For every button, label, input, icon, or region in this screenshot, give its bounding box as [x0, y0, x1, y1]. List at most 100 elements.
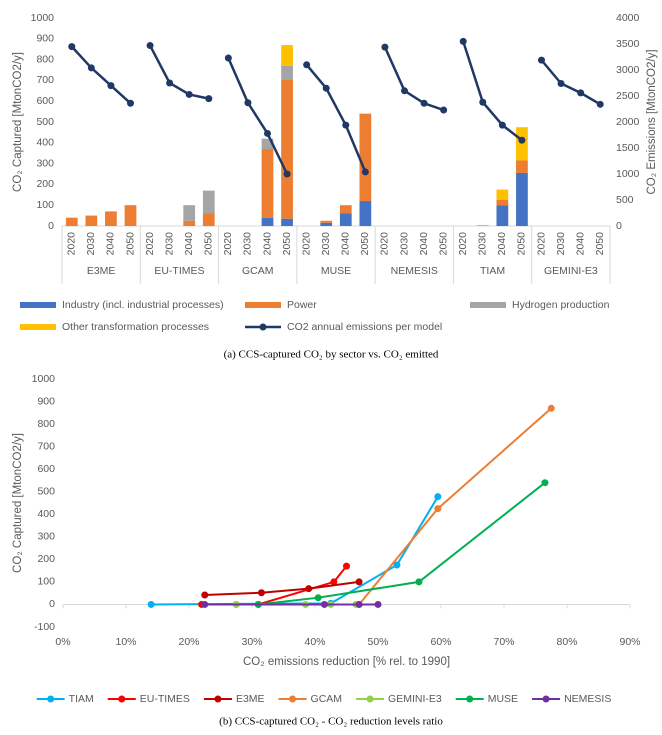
x-tick-label: 2030 [242, 232, 254, 256]
emissions-point [479, 98, 487, 106]
bar [496, 200, 509, 206]
y-tick-label: 200 [37, 553, 55, 565]
x-tick-label: 2020 [222, 232, 234, 256]
legend-label: Power [287, 299, 317, 311]
emissions-point [224, 54, 232, 62]
emissions-point [518, 136, 526, 144]
series-point [201, 600, 209, 608]
series-line [201, 565, 348, 606]
y-tick-label: 900 [37, 395, 55, 407]
legend-swatch [214, 695, 222, 703]
x-tick-label: 2020 [535, 232, 547, 256]
y2-tick-label: 4000 [616, 12, 640, 24]
legend-swatch [118, 695, 126, 703]
x-tick-label: 2050 [281, 232, 293, 256]
series-line [236, 407, 552, 606]
x-tick-label: 70% [493, 636, 514, 648]
emissions-point [303, 61, 311, 69]
y2-tick-label: 500 [616, 194, 634, 206]
emissions-point [381, 43, 389, 51]
y-tick-label: 600 [36, 95, 54, 107]
y-tick-label: 100 [36, 199, 54, 211]
emissions-point [322, 84, 330, 92]
y2-tick-label: 3000 [616, 64, 640, 76]
emissions-line [148, 44, 210, 100]
series-point [305, 585, 313, 593]
x-tick-label: 2050 [359, 232, 371, 256]
y-tick-label: 100 [37, 576, 55, 588]
emissions-point [401, 87, 408, 95]
bar [320, 220, 333, 223]
series-point [415, 578, 423, 586]
bar [85, 215, 98, 226]
bar [202, 213, 215, 226]
x-tick-label: 2040 [261, 232, 273, 256]
legend-label: GCAM [311, 693, 343, 705]
group-label: GEMINI-E3 [544, 265, 598, 277]
legend-swatch [289, 695, 297, 703]
x-tick-label: 2050 [437, 232, 449, 256]
bar [281, 218, 293, 226]
y-tick-label: 700 [36, 74, 54, 86]
emissions-point [577, 89, 585, 97]
emissions-point [420, 99, 428, 107]
y-tick-label: 700 [37, 440, 55, 452]
bar [320, 222, 333, 226]
bar [105, 211, 117, 226]
legend-label: CO2 annual emissions per model [287, 321, 442, 333]
series-point [320, 600, 328, 608]
emissions-point [87, 64, 95, 72]
bar [476, 224, 489, 226]
bar [496, 189, 509, 200]
y-tick-label: 800 [36, 53, 54, 65]
emissions-line [383, 46, 445, 112]
x-tick-label: 2020 [457, 232, 469, 256]
x-tick-label: 2030 [320, 232, 332, 256]
y-tick-label: 400 [36, 137, 54, 149]
group-label: EU-TIMES [154, 265, 204, 277]
y-axis-title: CO₂ Captured [MtonCO2/y] [12, 52, 24, 192]
series-point [147, 600, 155, 608]
y-tick-label: 300 [37, 531, 55, 543]
x-tick-label: 30% [241, 636, 262, 648]
caption: (a) CCS-captured CO₂ by sector vs. CO₂ e… [224, 349, 439, 361]
y2-tick-label: 0 [616, 220, 622, 232]
x-tick-label: 2050 [124, 232, 136, 256]
legend-label: Hydrogen production [512, 299, 610, 311]
series-point [393, 561, 401, 569]
legend-swatch [20, 324, 56, 330]
bar [261, 138, 274, 150]
y-axis-title: CO₂ Captured [MtonCO2/y] [12, 433, 24, 573]
emissions-point [342, 121, 350, 129]
y-tick-label: 0 [48, 220, 54, 232]
legend-label: NEMESIS [564, 693, 611, 705]
x-tick-label: 2040 [574, 232, 586, 256]
emissions-line [70, 45, 132, 105]
x-tick-label: 2050 [516, 232, 528, 256]
x-tick-label: 2040 [183, 232, 195, 256]
emissions-point [361, 168, 369, 176]
legend-swatch [366, 695, 374, 703]
bar [339, 205, 352, 214]
bar [281, 79, 293, 219]
x-tick-label: 2040 [418, 232, 430, 256]
y-tick-label: 1000 [31, 12, 55, 24]
x-tick-label: 10% [115, 636, 136, 648]
series-point [343, 562, 350, 570]
x-tick-label: 2020 [66, 232, 78, 256]
y-tick-label: 500 [36, 116, 54, 128]
x-tick-label: 80% [556, 636, 577, 648]
bar [183, 220, 196, 226]
series-line [258, 481, 546, 606]
y-tick-label: 0 [49, 598, 55, 610]
series-point [434, 493, 442, 501]
emissions-point [205, 95, 213, 103]
x-tick-label: 60% [430, 636, 451, 648]
x-tick-label: 90% [619, 636, 640, 648]
bar [202, 190, 215, 214]
emissions-point [264, 129, 271, 137]
y-tick-label: 800 [37, 418, 55, 430]
x-tick-label: 2040 [105, 232, 117, 256]
emissions-point [459, 37, 467, 45]
y2-tick-label: 1000 [616, 168, 640, 180]
